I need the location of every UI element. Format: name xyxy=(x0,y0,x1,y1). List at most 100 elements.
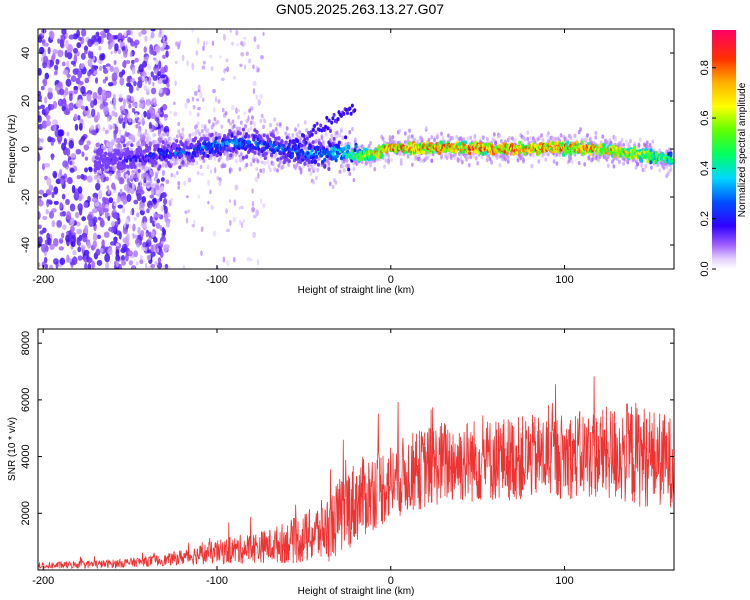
spectrogram-cell xyxy=(132,184,136,189)
spectrogram-cell xyxy=(115,243,120,247)
spectrogram-cell xyxy=(122,165,127,170)
spectrogram-cell xyxy=(336,143,340,148)
spectrogram-cell xyxy=(640,158,644,163)
spectrogram-cell xyxy=(98,45,102,51)
spectrogram-cell xyxy=(114,175,118,180)
spectrogram-cell xyxy=(101,239,105,249)
spectrogram-cell xyxy=(126,82,132,87)
spectrogram-cell xyxy=(226,66,230,73)
spectrogram-cell xyxy=(252,137,256,142)
spectrogram-cell xyxy=(191,132,195,137)
spectrogram-cell xyxy=(138,162,142,167)
spectrogram-cell xyxy=(80,85,86,95)
spectrogram-cell xyxy=(78,98,83,107)
spectrogram-cell xyxy=(214,167,217,174)
spectrogram-cell xyxy=(318,127,322,132)
spectrogram-cell xyxy=(38,110,41,116)
spectrogram-cell xyxy=(264,151,268,156)
spectrogram-cell xyxy=(225,208,228,214)
spectrogram-cell xyxy=(345,111,349,116)
spectrogram-cell xyxy=(256,137,260,142)
spectrogram-cell xyxy=(230,105,235,111)
spectrogram-cell xyxy=(52,49,59,55)
spectrogram-cell xyxy=(312,180,315,185)
spectrogram-cell xyxy=(121,259,126,266)
spectrogram-cell xyxy=(213,156,217,161)
spectrogram-cell xyxy=(217,135,222,140)
spectrogram-cell xyxy=(44,106,50,115)
spectrogram-cell xyxy=(181,54,185,62)
spectrogram-cell xyxy=(284,140,288,145)
spectrogram-cell xyxy=(296,138,300,143)
spectrogram-cell xyxy=(480,154,484,160)
spectrogram-cell xyxy=(505,151,509,156)
spectrogram-cell xyxy=(137,168,141,173)
spectrogram-cell xyxy=(587,156,591,161)
spectrogram-cell xyxy=(161,192,167,199)
spectrogram-cell xyxy=(91,197,98,203)
spectrogram-cell xyxy=(341,164,345,169)
spectrogram-cell xyxy=(85,105,89,111)
spectrogram-cell xyxy=(597,158,600,163)
y-tick-label: 40 xyxy=(20,47,32,59)
spectrogram-cell xyxy=(263,156,267,161)
spectrogram-cell xyxy=(207,179,211,187)
spectrogram-cell xyxy=(142,247,145,252)
spectrogram-cell xyxy=(64,86,69,96)
spectrogram-cell xyxy=(133,250,139,258)
spectrogram-cell xyxy=(57,129,64,137)
spectrogram-cell xyxy=(252,231,256,239)
spectrogram-cell xyxy=(229,153,233,158)
spectrogram-cell xyxy=(108,34,114,44)
spectrogram-cell xyxy=(112,208,117,213)
spectrogram-cell xyxy=(107,247,113,256)
spectrogram-cell xyxy=(212,88,216,94)
spectrogram-cell xyxy=(426,155,429,160)
spectrogram-cell xyxy=(238,167,242,172)
spectrogram-cell xyxy=(305,136,309,141)
spectrogram-cell xyxy=(69,167,75,173)
spectrogram-cell xyxy=(132,173,136,179)
spectrogram-cell xyxy=(155,213,161,218)
spectrogram-cell xyxy=(174,154,178,159)
spectrogram-cell xyxy=(424,125,428,131)
spectrogram-cell xyxy=(153,57,157,61)
spectrogram-cell xyxy=(581,151,585,156)
spectrogram-cell xyxy=(98,216,102,221)
spectrogram-cell xyxy=(125,218,129,225)
spectrogram-cell xyxy=(146,254,152,261)
spectrogram-cell xyxy=(84,167,89,173)
spectrogram-cell xyxy=(38,105,42,110)
spectrogram-cell xyxy=(282,151,286,156)
spectrogram-cell xyxy=(252,214,257,219)
spectrogram-cell xyxy=(42,78,48,87)
spectrogram-cell xyxy=(119,154,124,159)
spectrogram-cell xyxy=(167,265,171,269)
spectrogram-cell xyxy=(276,168,279,173)
spectrogram-cell xyxy=(127,141,131,146)
spectrogram-cell xyxy=(273,167,277,172)
spectrogram-cell xyxy=(583,162,587,167)
spectrogram-cell xyxy=(157,71,161,77)
spectrogram-cell xyxy=(591,156,595,161)
spectrogram-cell xyxy=(251,206,255,213)
spectrogram-cell xyxy=(49,264,54,269)
spectrogram-cell xyxy=(328,181,332,187)
spectrogram-cell xyxy=(123,184,130,192)
spectrogram-cell xyxy=(123,222,126,228)
spectrogram-cell xyxy=(173,173,176,179)
spectrogram-cell xyxy=(160,177,165,182)
spectrogram-cell xyxy=(218,180,222,187)
spectrogram-cell xyxy=(70,153,77,158)
spectrogram-cell xyxy=(618,159,621,165)
spectrogram-cell xyxy=(131,265,136,269)
spectrogram-cell xyxy=(53,123,57,132)
spectrogram-cell xyxy=(238,126,242,132)
spectrogram-cell xyxy=(262,31,265,37)
spectrogram-cell xyxy=(57,38,61,44)
spectrogram-cell xyxy=(291,133,295,138)
spectrogram-cell xyxy=(269,167,272,173)
spectrogram-cell xyxy=(137,226,141,236)
